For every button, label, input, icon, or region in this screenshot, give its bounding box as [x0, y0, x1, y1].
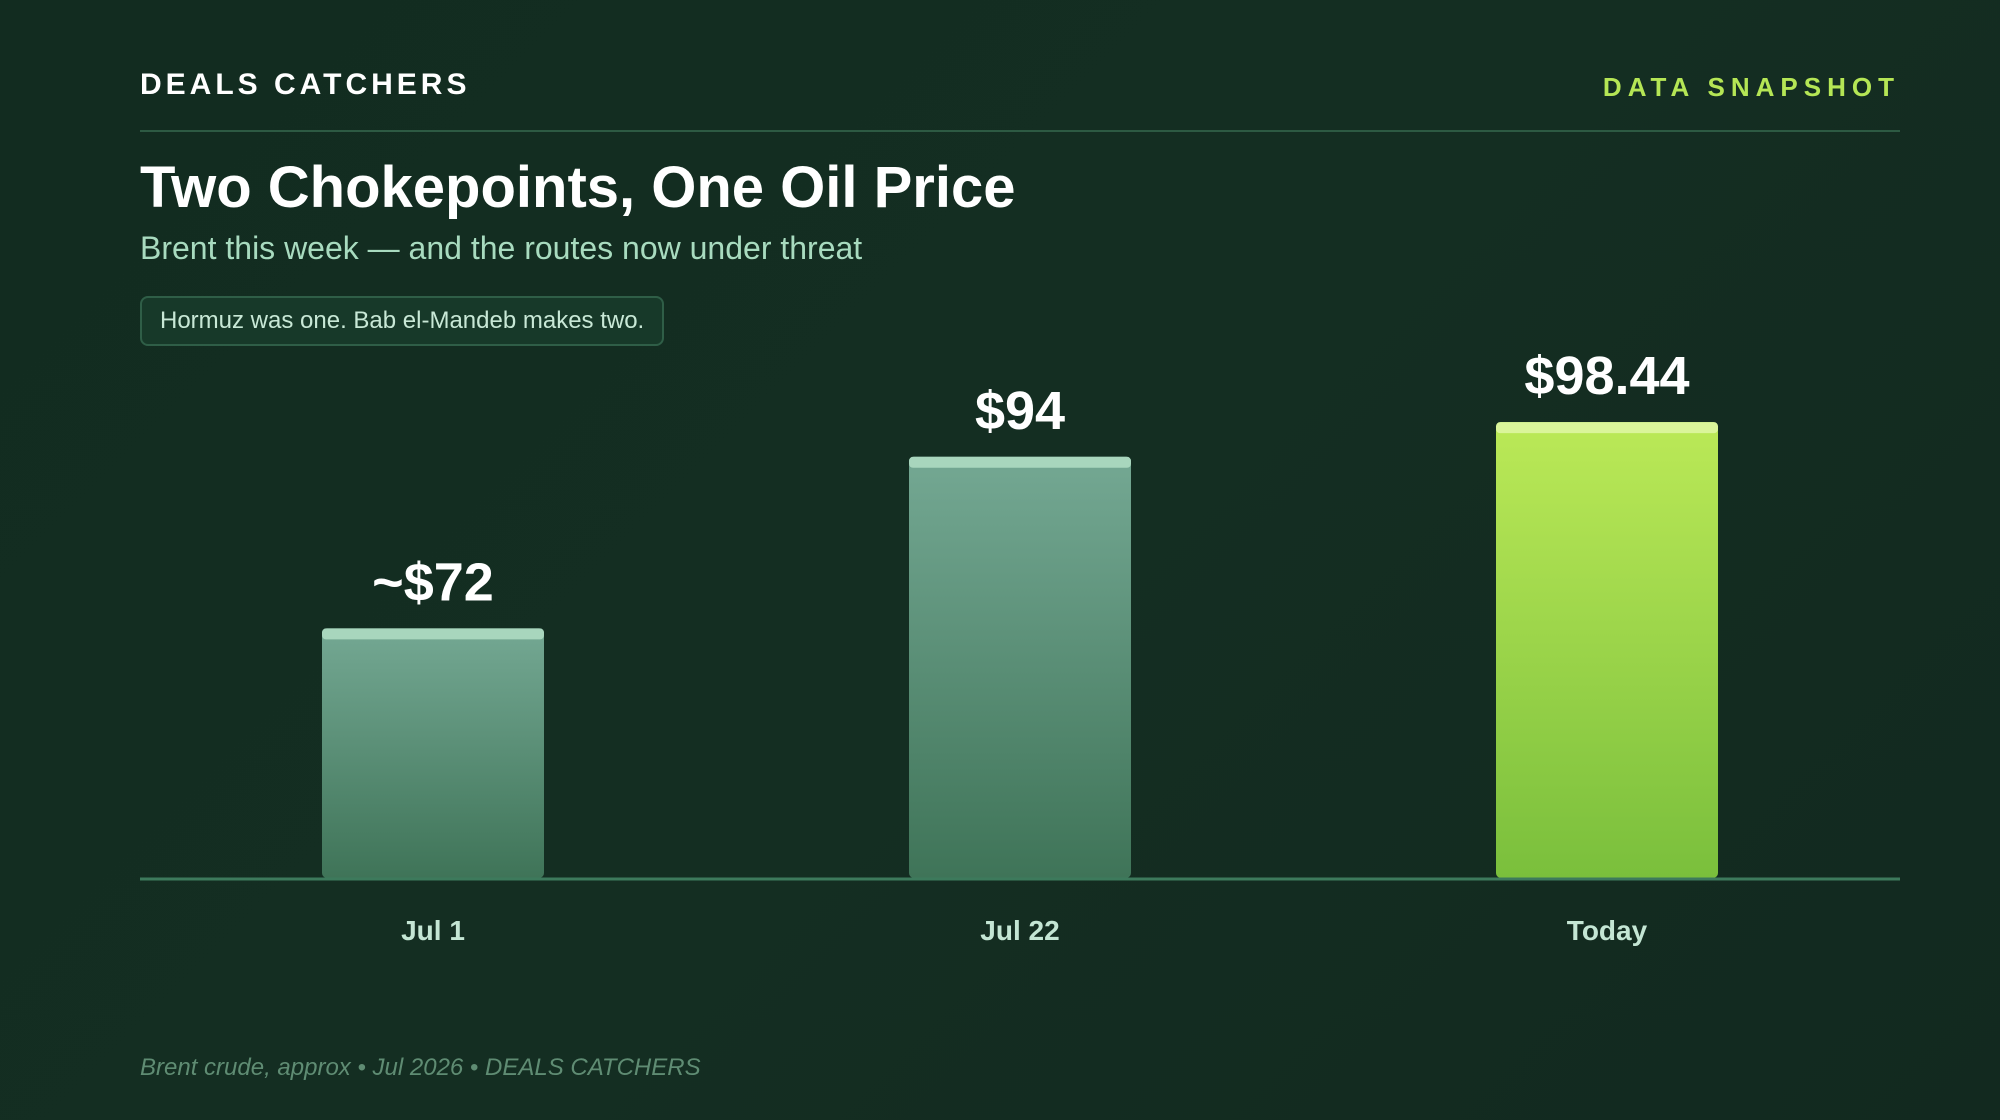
callout-badge: Hormuz was one. Bab el-Mandeb makes two. [140, 296, 665, 346]
bar-2 [909, 456, 1131, 878]
value-label-3: $98.44 [1524, 346, 1689, 406]
bar-cap-3 [1496, 422, 1718, 434]
bar-1 [322, 628, 544, 878]
source-footnote: Brent crude, approx • Jul 2026 • DEALS C… [140, 1054, 701, 1081]
snapshot-tag: DATA SNAPSHOT [1602, 72, 1900, 102]
brand-name: DEALS CATCHERS [140, 68, 471, 101]
bar-cap-2 [909, 456, 1131, 468]
page-title: Two Chokepoints, One Oil Price [140, 155, 1016, 220]
category-label-2: Jul 22 [980, 915, 1059, 946]
page-subtitle: Brent this week — and the routes now und… [140, 230, 863, 266]
category-label-3: Today [1567, 915, 1648, 946]
category-label-1: Jul 1 [401, 915, 465, 946]
value-label-1: ~$72 [372, 552, 494, 612]
bar-3 [1496, 422, 1718, 878]
value-label-2: $94 [975, 381, 1065, 441]
bar-cap-1 [322, 628, 544, 640]
header-divider [140, 130, 1900, 132]
